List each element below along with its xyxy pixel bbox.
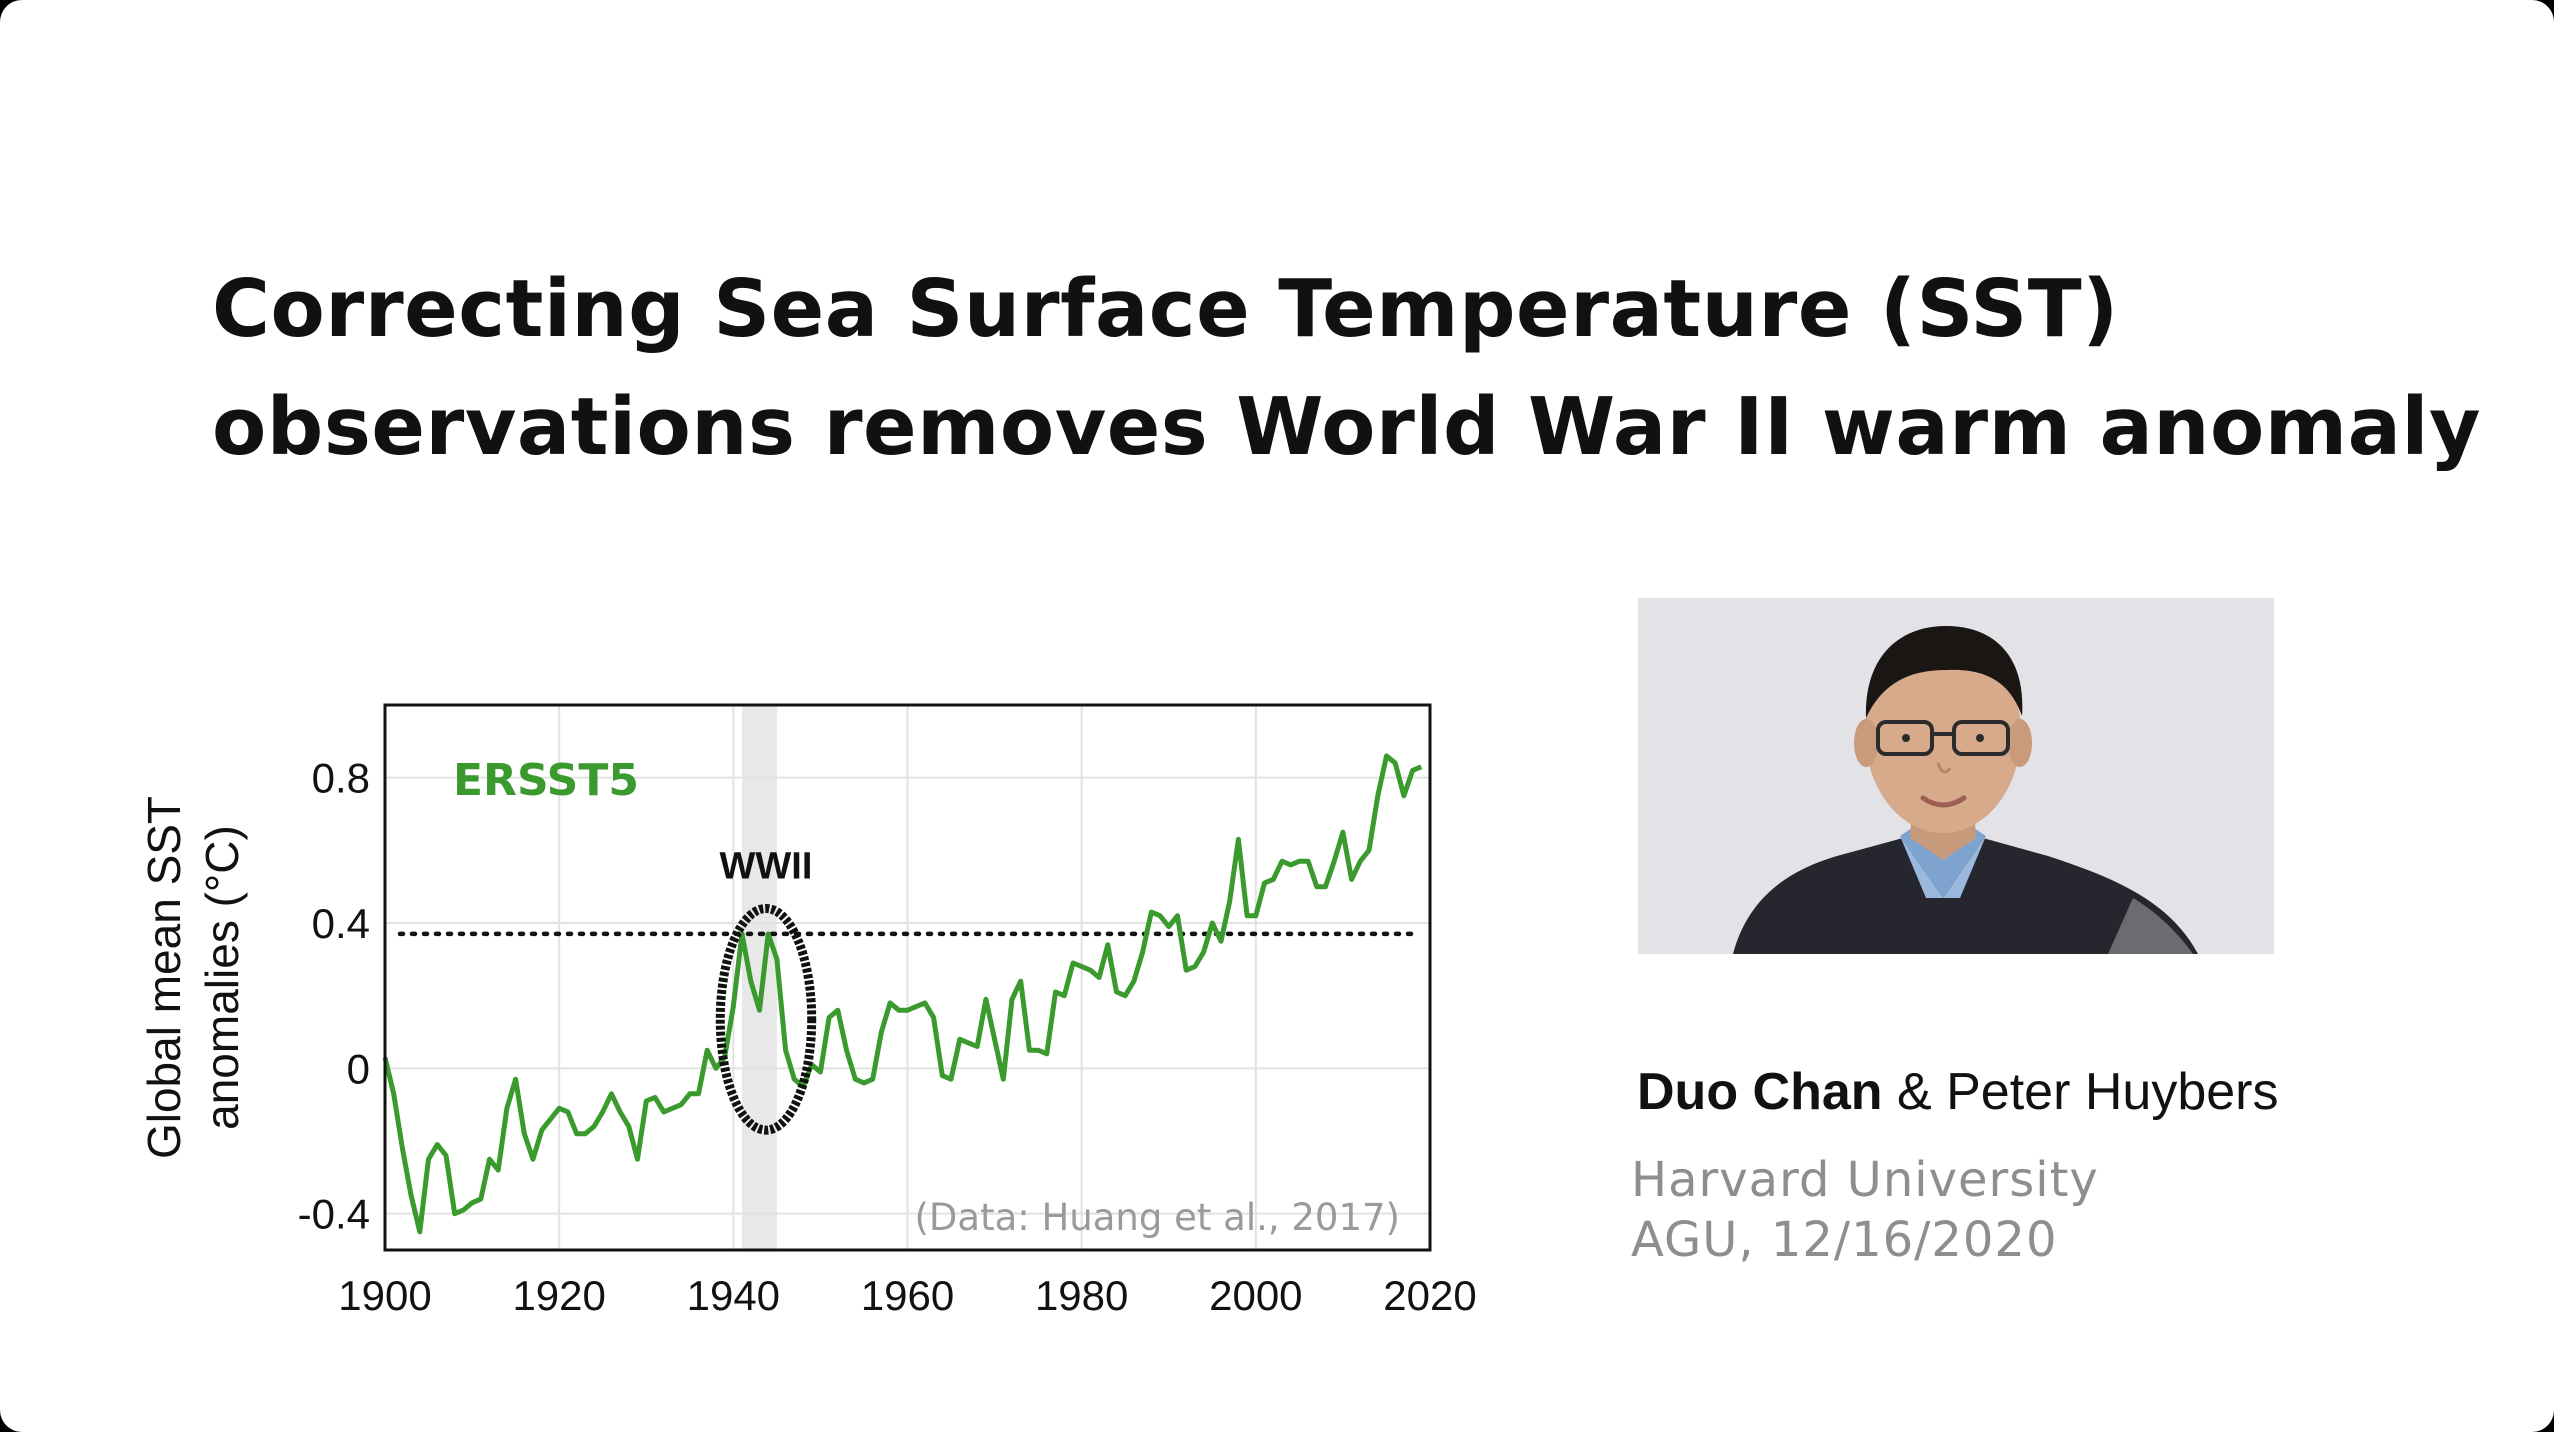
presenter-avatar bbox=[1638, 598, 2274, 954]
event-date: AGU, 12/16/2020 bbox=[1631, 1212, 2058, 1268]
x-tick-label: 2000 bbox=[1209, 1272, 1302, 1319]
title-line-2: observations removes World War II warm a… bbox=[212, 381, 2481, 473]
x-tick-label: 1920 bbox=[512, 1272, 605, 1319]
authors: Duo Chan & Peter Huybers bbox=[1637, 1062, 2278, 1122]
slide-title: Correcting Sea Surface Temperature (SST)… bbox=[212, 250, 2481, 486]
wwii-shaded-band bbox=[742, 705, 777, 1250]
series-line-ersst5 bbox=[382, 753, 1423, 1235]
y-tick-label: 0 bbox=[347, 1045, 370, 1092]
title-line-1: Correcting Sea Surface Temperature (SST) bbox=[212, 263, 2119, 355]
y-axis-label-line2: anomalies (°C) bbox=[196, 825, 248, 1130]
wwii-ellipse bbox=[715, 903, 817, 1135]
data-source-note: (Data: Huang et al., 2017) bbox=[914, 1196, 1400, 1239]
x-tick-label: 1900 bbox=[338, 1272, 431, 1319]
x-tick-label: 1960 bbox=[861, 1272, 954, 1319]
affiliation: Harvard University bbox=[1631, 1152, 2099, 1208]
author-secondary: & Peter Huybers bbox=[1882, 1063, 2279, 1121]
y-tick-label: -0.4 bbox=[298, 1191, 370, 1238]
plot-frame bbox=[383, 703, 1432, 1252]
x-tick-label: 1980 bbox=[1035, 1272, 1128, 1319]
wwii-label: WWII bbox=[720, 845, 813, 887]
y-axis-label-line1: Global mean SST bbox=[138, 796, 190, 1159]
x-tick-label: 2020 bbox=[1383, 1272, 1476, 1319]
sst-chart: WWII 1900 1920 1940 1960 1980 2000 2020 -0.4 0 0.4… bbox=[138, 703, 1477, 1319]
x-tick-label: 1940 bbox=[687, 1272, 780, 1319]
series-label-ersst5: ERSST5 bbox=[453, 755, 639, 806]
y-tick-label: 0.4 bbox=[312, 900, 370, 947]
y-axis-label: Global mean SST anomalies (°C) bbox=[138, 796, 248, 1159]
y-tick-label: 0.8 bbox=[312, 755, 370, 802]
presenter-video bbox=[1638, 598, 2274, 954]
author-primary: Duo Chan bbox=[1637, 1063, 1883, 1121]
